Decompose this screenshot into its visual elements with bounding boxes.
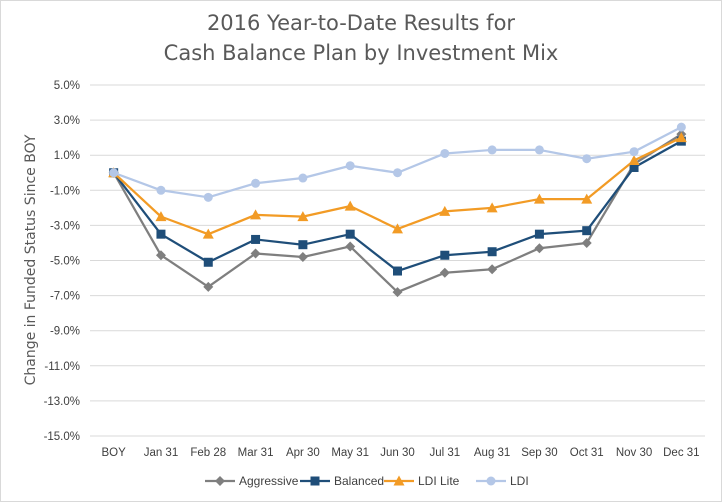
series-balanced (109, 136, 686, 276)
data-point-ldi (629, 147, 639, 157)
data-point-ldi-lite (628, 154, 640, 165)
y-tick-label: -7.0% (50, 291, 80, 303)
data-point-ldi-lite (486, 202, 498, 213)
y-axis-tick-labels: 5.0% 3.0% 1.0% -1.0% -3.0% -5.0% -7.0% -9.0% -11… (44, 80, 80, 443)
data-point-ldi (203, 192, 213, 202)
data-point-ldi (109, 168, 119, 178)
data-point-aggressive (155, 250, 166, 261)
legend-marker-aggressive (215, 476, 225, 486)
series-line-ldi (113, 126, 682, 199)
x-tick-label: Nov 30 (616, 447, 652, 459)
legend-label-ldi: LDI (510, 474, 529, 488)
x-tick-label: Jul 31 (429, 447, 460, 459)
data-point-ldi-lite (344, 200, 356, 211)
legend-label-aggressive: Aggressive (239, 474, 299, 488)
data-point-ldi-lite (155, 211, 167, 222)
data-point-ldi-lite (533, 193, 545, 204)
data-point-ldi (487, 145, 497, 155)
data-point-ldi (676, 122, 686, 132)
y-tick-label: -9.0% (50, 326, 80, 338)
series-group (108, 122, 687, 298)
x-tick-label: Mar 31 (238, 447, 274, 459)
data-point-ldi-lite (581, 193, 593, 204)
y-tick-label: -11.0% (44, 361, 80, 373)
x-tick-label: Oct 31 (570, 447, 604, 459)
y-tick-label: -1.0% (50, 185, 80, 197)
data-point-aggressive (392, 287, 403, 298)
data-point-balanced (251, 234, 261, 244)
y-tick-label: 1.0% (54, 150, 80, 162)
data-point-balanced (345, 229, 355, 239)
x-tick-label: Jun 30 (380, 447, 415, 459)
data-point-ldi-lite (439, 205, 451, 216)
legend-label-balanced: Balanced (334, 474, 384, 488)
x-axis-tick-labels: BOY Jan 31 Feb 28 Mar 31 Apr 30 May 31 Jun 30 J… (102, 447, 700, 459)
data-point-balanced (534, 229, 544, 239)
legend-marker-ldi (486, 476, 496, 486)
data-point-aggressive (581, 237, 592, 248)
data-point-ldi-lite (202, 228, 214, 239)
x-tick-label: Aug 31 (474, 447, 510, 459)
data-point-ldi (534, 145, 544, 155)
data-point-aggressive (487, 264, 498, 275)
data-point-balanced (487, 247, 497, 257)
x-tick-label: Sep 30 (521, 447, 557, 459)
y-tick-label: 3.0% (54, 115, 80, 127)
data-point-ldi (298, 173, 308, 183)
series-ldi (109, 122, 686, 202)
y-tick-label: -5.0% (50, 256, 80, 268)
chart-title-line-1: 2016 Year-to-Date Results for (206, 11, 516, 35)
y-tick-label: -3.0% (50, 220, 80, 232)
data-point-balanced (203, 257, 213, 267)
data-point-aggressive (534, 243, 545, 254)
data-point-ldi-lite (392, 223, 403, 234)
y-tick-label: -13.0% (44, 396, 80, 408)
chart-title-line-2: Cash Balance Plan by Investment Mix (163, 41, 559, 65)
y-axis-label: Change in Funded Status Since BOY (23, 134, 39, 385)
data-point-balanced (629, 162, 639, 172)
legend: Aggressive Balanced LDI Lite LDI (205, 474, 529, 488)
data-point-ldi (582, 154, 592, 164)
gridlines (90, 84, 705, 437)
x-tick-label: Jan 31 (144, 447, 179, 459)
data-point-balanced (298, 240, 308, 250)
data-point-balanced (582, 226, 592, 236)
data-point-ldi (345, 161, 355, 171)
data-point-ldi (393, 168, 402, 178)
data-point-aggressive (203, 281, 214, 292)
data-point-balanced (156, 229, 166, 239)
data-point-balanced (393, 266, 402, 276)
x-tick-label: Dec 31 (663, 447, 699, 459)
data-point-ldi-lite (297, 211, 309, 222)
data-point-aggressive (297, 251, 308, 262)
x-tick-label: BOY (102, 447, 127, 459)
series-line-balanced (112, 140, 682, 273)
data-point-aggressive (250, 248, 261, 259)
data-point-ldi (251, 178, 261, 188)
legend-marker-ldi-lite (393, 475, 405, 486)
data-point-aggressive (439, 267, 450, 278)
legend-label-ldi-lite: LDI Lite (418, 474, 460, 488)
data-point-ldi-lite (675, 132, 687, 143)
x-tick-label: Apr 30 (286, 447, 320, 459)
chart-title: 2016 Year-to-Date Results for Cash Balan… (0, 8, 722, 68)
data-point-ldi-lite (250, 209, 262, 220)
data-point-ldi (156, 185, 166, 195)
data-point-aggressive (345, 241, 356, 252)
data-point-ldi (440, 148, 450, 158)
x-tick-label: May 31 (331, 447, 369, 459)
y-tick-label: 5.0% (54, 80, 80, 92)
x-tick-label: Feb 28 (190, 447, 226, 459)
y-tick-label: -15.0% (44, 431, 80, 443)
data-point-balanced (440, 250, 450, 260)
legend-marker-balanced (310, 476, 320, 486)
